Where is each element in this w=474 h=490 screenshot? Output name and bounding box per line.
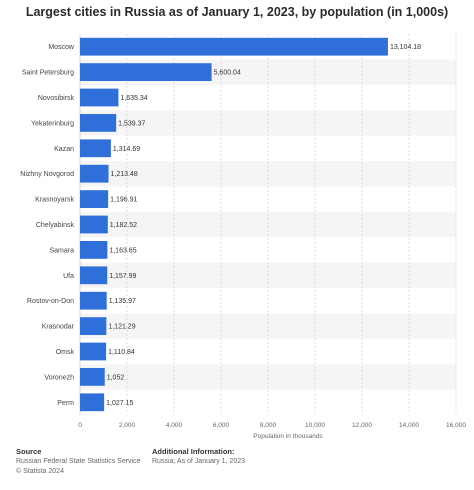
category-label: Nizhny Novgorod [20, 171, 74, 178]
bar [80, 88, 119, 107]
category-label: Rostov-on-Don [27, 298, 74, 305]
additional-info-heading: Additional Information: [152, 447, 235, 456]
bar [80, 266, 108, 285]
x-tick-label: 10,000 [305, 422, 325, 429]
row-stripe [80, 364, 456, 390]
category-label: Novosibirsk [38, 95, 75, 102]
footer-source: Source Russian Federal State Statistics … [16, 447, 141, 477]
category-label: Perm [57, 400, 74, 407]
x-axis-title: Population in thousands [253, 433, 323, 440]
chart-title: Largest cities in Russia as of January 1… [25, 5, 449, 19]
value-label: 1,121.29 [108, 324, 135, 331]
value-label: 1,213.48 [111, 171, 138, 178]
category-label: Yekaterinburg [31, 120, 74, 127]
x-tick-label: 16,000 [446, 422, 466, 429]
category-label: Kazan [54, 146, 74, 153]
x-tick-label: 12,000 [352, 422, 372, 429]
category-label: Krasnodar [42, 324, 75, 331]
value-label: 1,110.84 [108, 349, 135, 356]
x-tick-label: 2,000 [119, 422, 136, 429]
x-tick-label: 8,000 [260, 422, 277, 429]
bar [80, 368, 105, 386]
value-label: 1,539.37 [118, 120, 145, 127]
x-tick-label: 6,000 [213, 422, 230, 429]
bar [80, 190, 109, 208]
bar [80, 317, 107, 335]
bar [80, 241, 108, 259]
x-tick-label: 14,000 [399, 422, 419, 429]
additional-info-text: Russia; As of January 1, 2023 [152, 458, 245, 465]
category-label: Omsk [56, 349, 75, 356]
category-label: Voronezh [44, 374, 74, 381]
category-label: Chelyabinsk [36, 222, 75, 229]
value-label: 1,027.15 [106, 400, 133, 407]
bar [80, 63, 212, 81]
copyright-text: © Statista 2024 [16, 468, 64, 475]
value-label: 1,196.91 [110, 197, 137, 204]
category-label: Ufa [63, 273, 74, 280]
value-label: 1,182.52 [110, 222, 137, 229]
value-label: 1,635.34 [120, 95, 147, 102]
x-tick-label: 4,000 [166, 422, 183, 429]
value-label: 1,157.99 [109, 273, 136, 280]
bar [80, 114, 117, 132]
bar [80, 139, 111, 158]
category-label: Samara [49, 247, 74, 254]
footer-additional-info: Additional Information: Russia; As of Ja… [152, 447, 245, 467]
bar [80, 37, 388, 56]
value-label: 5,600.04 [214, 70, 241, 77]
category-label: Moscow [48, 44, 75, 51]
value-label: 1,052 [107, 374, 125, 381]
category-label: Krasnoyarsk [35, 197, 74, 204]
bar [80, 164, 109, 183]
x-tick-label: 0 [78, 422, 82, 429]
bar [80, 291, 107, 310]
category-label: Saint Petersburg [22, 70, 74, 77]
value-label: 1,314.69 [113, 146, 140, 153]
bar [80, 393, 105, 412]
bar [80, 342, 107, 361]
value-label: 1,163.65 [109, 247, 136, 254]
row-stripe [80, 211, 456, 238]
value-label: 13,104.18 [390, 44, 421, 51]
bar [80, 215, 108, 234]
source-heading: Source [16, 447, 42, 456]
source-text: Russian Federal State Statistics Service [16, 458, 141, 465]
value-label: 1,135.97 [109, 298, 136, 305]
